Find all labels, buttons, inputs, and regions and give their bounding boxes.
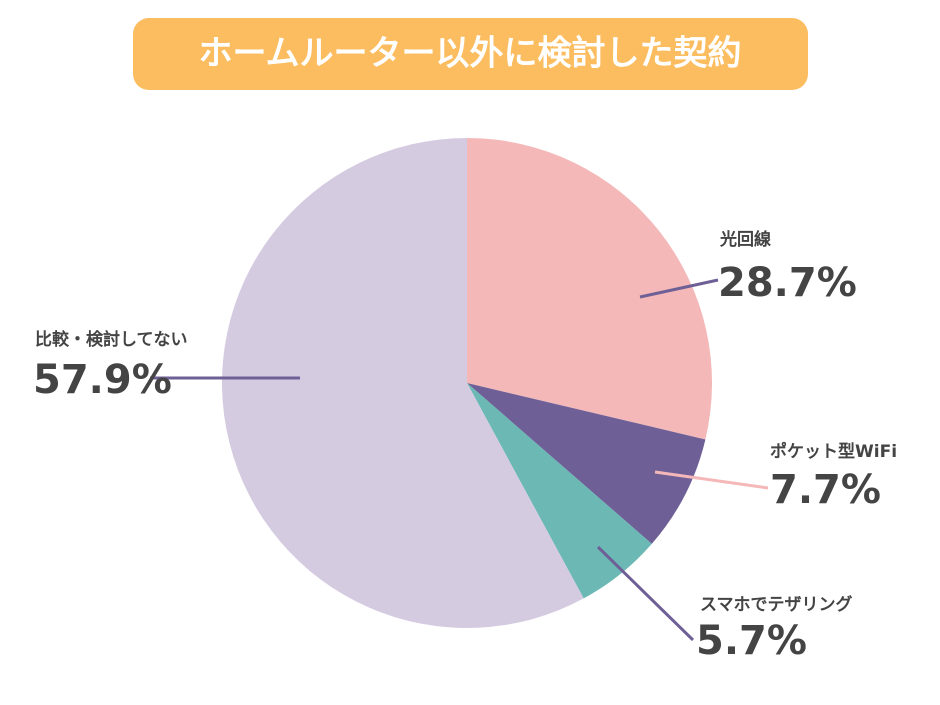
value-label: 28.7% [718, 260, 857, 306]
pie-slice [467, 383, 652, 599]
value-label: 5.7% [696, 618, 807, 664]
leader-line [596, 545, 695, 642]
title-box [133, 18, 808, 90]
pie-slice [467, 138, 712, 440]
pie-slice [467, 383, 706, 544]
leader-line [639, 278, 719, 299]
slice-label: ポケット型WiFi [770, 441, 897, 462]
slice-label: 比較・検討してない [35, 329, 188, 350]
value-label: 57.9% [33, 357, 172, 403]
leader-line [654, 470, 769, 490]
pie-slice [221, 138, 584, 629]
value-label: 7.7% [770, 467, 881, 513]
slice-label: 光回線 [719, 229, 771, 250]
chart-title: ホームルーター以外に検討した契約 [199, 34, 742, 74]
slice-label: スマホでテザリング [700, 594, 853, 615]
